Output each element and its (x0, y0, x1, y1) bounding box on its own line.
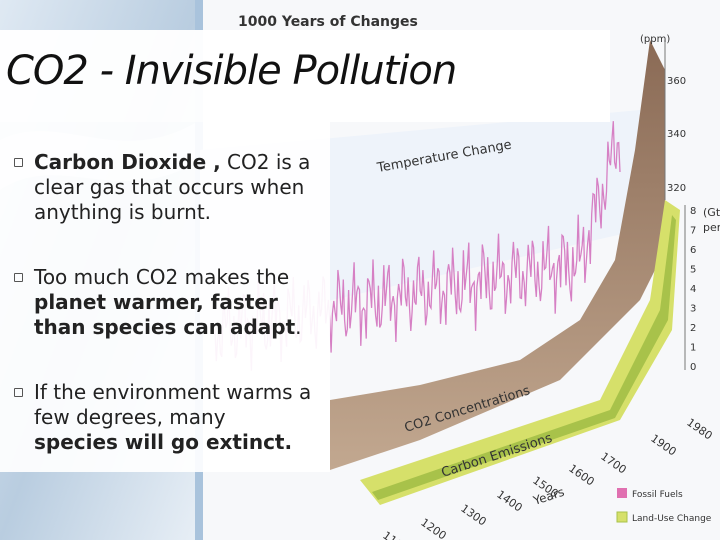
emission-tick: 2 (690, 323, 696, 334)
text-panel (0, 122, 330, 472)
emission-tick: 3 (690, 304, 696, 315)
bold-text: planet warmer, faster than species can a… (34, 290, 296, 339)
emission-tick: 0 (690, 362, 696, 373)
bullet: If the environment warms a few degrees, … (12, 380, 312, 455)
ppm-tick: 340 (667, 129, 686, 140)
emission-tick: 6 (690, 245, 696, 256)
bold-text: species will go extinct. (34, 430, 293, 454)
bullet: Too much CO2 makes the planet warmer, fa… (12, 265, 312, 340)
legend-label: Fossil Fuels (632, 490, 683, 500)
figure-title: 1000 Years of Changes (238, 14, 418, 30)
text: CO2 is a clear gas that occurs when anyt… (34, 150, 311, 224)
slide-title: CO2 - Invisible Pollution (6, 48, 457, 94)
co2-area (330, 40, 665, 470)
text: Too much CO2 makes the (34, 265, 290, 289)
legend-swatch (617, 488, 627, 498)
bullet: Carbon Dioxide , CO2 is a clear gas that… (12, 150, 312, 225)
emission-tick: 7 (690, 226, 696, 237)
bold-text: Carbon Dioxide , (34, 150, 221, 174)
emission-edge (372, 215, 676, 500)
legend-label: Land-Use Change (632, 514, 712, 524)
emission-tick: 8 (690, 206, 696, 217)
ppm-tick: 360 (667, 76, 686, 87)
emission-tick: 4 (690, 284, 696, 295)
year-label: 1100 (380, 529, 410, 540)
legend-swatch (616, 511, 628, 523)
emission-tick: 5 (690, 265, 696, 276)
text: . (295, 315, 302, 339)
emission-tick: 1 (690, 343, 696, 354)
bullet-list: Carbon Dioxide , CO2 is a clear gas that… (12, 150, 312, 495)
emission-unit: per (703, 221, 720, 234)
ppm-unit: (ppm) (640, 34, 670, 45)
text: If the environment warms a few degrees, … (34, 380, 312, 429)
title-band (0, 30, 610, 122)
ppm-tick: 320 (667, 183, 686, 194)
emission-unit: (Gt (703, 206, 720, 219)
